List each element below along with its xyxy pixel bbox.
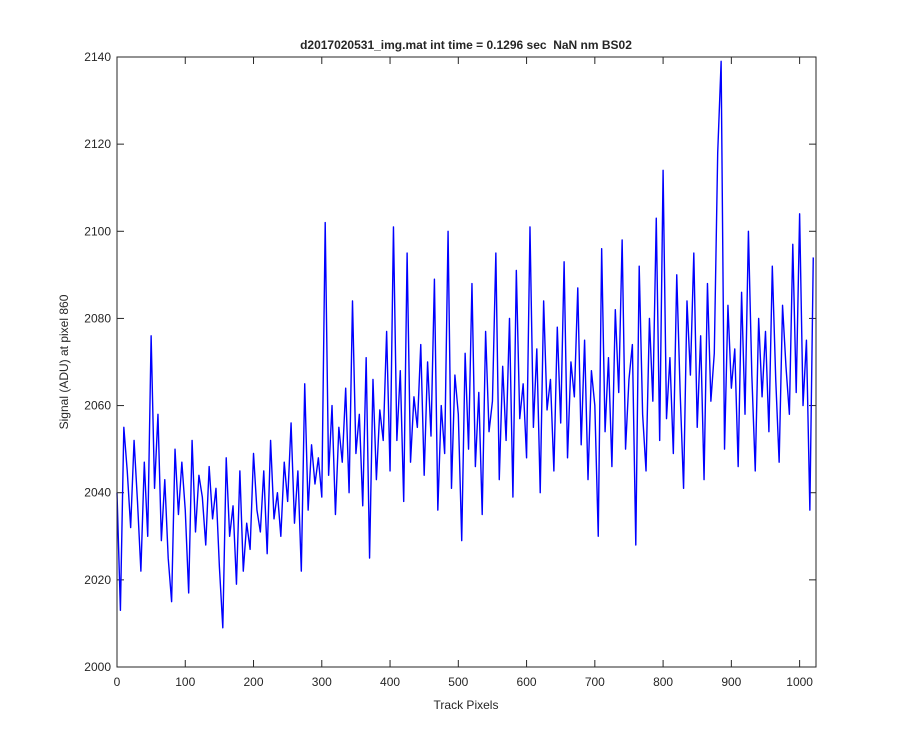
x-tick-label: 400 — [380, 675, 400, 689]
x-tick-label: 1000 — [786, 675, 813, 689]
y-tick-label: 2020 — [84, 573, 111, 587]
x-axis-label: Track Pixels — [434, 698, 499, 712]
axes-box — [116, 56, 817, 668]
data-line — [116, 60, 814, 629]
x-tick-label: 600 — [517, 675, 537, 689]
y-tick-label: 2140 — [84, 50, 111, 64]
plot-area — [117, 57, 816, 667]
x-tick-label: 200 — [244, 675, 264, 689]
x-tick-label: 700 — [585, 675, 605, 689]
x-tick-label: 300 — [312, 675, 332, 689]
y-tick-label: 2040 — [84, 486, 111, 500]
x-tick-label: 0 — [114, 675, 121, 689]
x-tick-label: 900 — [721, 675, 741, 689]
y-tick-label: 2080 — [84, 311, 111, 325]
x-tick-label: 800 — [653, 675, 673, 689]
x-tick-label: 500 — [448, 675, 468, 689]
y-tick-label: 2120 — [84, 137, 111, 151]
chart-title: d2017020531_img.mat int time = 0.1296 se… — [300, 38, 632, 52]
y-axis-label: Signal (ADU) at pixel 860 — [57, 294, 71, 429]
y-tick-label: 2060 — [84, 399, 111, 413]
y-tick-label: 2100 — [84, 224, 111, 238]
y-tick-label: 2000 — [84, 660, 111, 674]
x-tick-label: 100 — [175, 675, 195, 689]
